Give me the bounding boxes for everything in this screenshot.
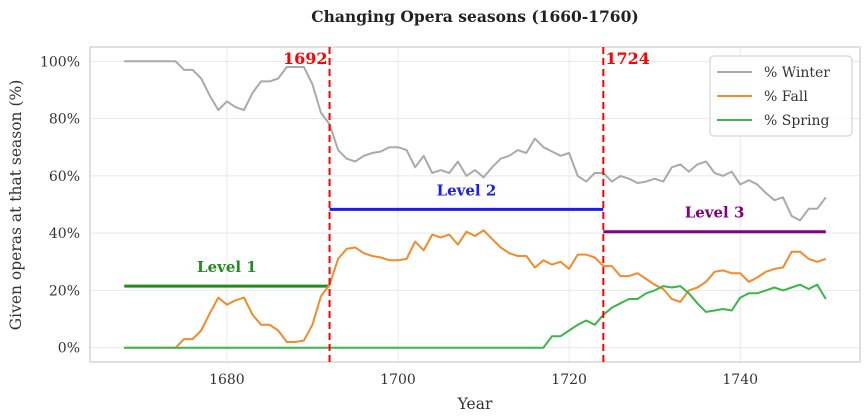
y-tick-label: 20% <box>49 283 80 299</box>
level-label: Level 1 <box>197 258 257 276</box>
x-axis-label: Year <box>457 395 493 413</box>
series-line-winter <box>124 60 827 222</box>
level-label: Level 3 <box>685 204 745 222</box>
y-tick-label: 100% <box>40 54 80 70</box>
series-line-fall <box>124 229 827 349</box>
x-tick-label: 1680 <box>209 372 245 388</box>
vertical-marker-label: 1692 <box>283 49 328 68</box>
legend: % Winter % Fall % Spring <box>709 55 853 137</box>
plot-frame <box>89 46 861 363</box>
x-axis: 1680 1700 1720 1740 <box>209 372 758 388</box>
level-label: Level 2 <box>437 181 497 199</box>
legend-label: % Winter <box>764 65 830 81</box>
x-tick-label: 1700 <box>380 372 416 388</box>
series-lines <box>124 60 827 349</box>
chart-title: Changing Opera seasons (1660-1760) <box>311 7 638 26</box>
vertical-markers: 1692 1724 <box>283 47 650 362</box>
y-tick-label: 0% <box>58 341 80 357</box>
series-line-spring <box>124 283 827 349</box>
x-tick-label: 1720 <box>551 372 587 388</box>
x-tick-label: 1740 <box>722 372 758 388</box>
y-tick-label: 40% <box>49 226 80 242</box>
y-axis: 0% 20% 40% 60% 80% 100% <box>40 54 80 356</box>
legend-label: % Fall <box>764 89 808 105</box>
y-tick-label: 80% <box>49 112 80 128</box>
legend-box <box>709 55 853 137</box>
level-lines: Level 1 Level 2 Level 3 <box>124 181 826 288</box>
y-axis-label: Given operas at that season (%) <box>7 80 25 331</box>
vertical-marker-label: 1724 <box>605 49 650 68</box>
y-tick-label: 60% <box>49 169 80 185</box>
legend-label: % Spring <box>764 113 829 129</box>
